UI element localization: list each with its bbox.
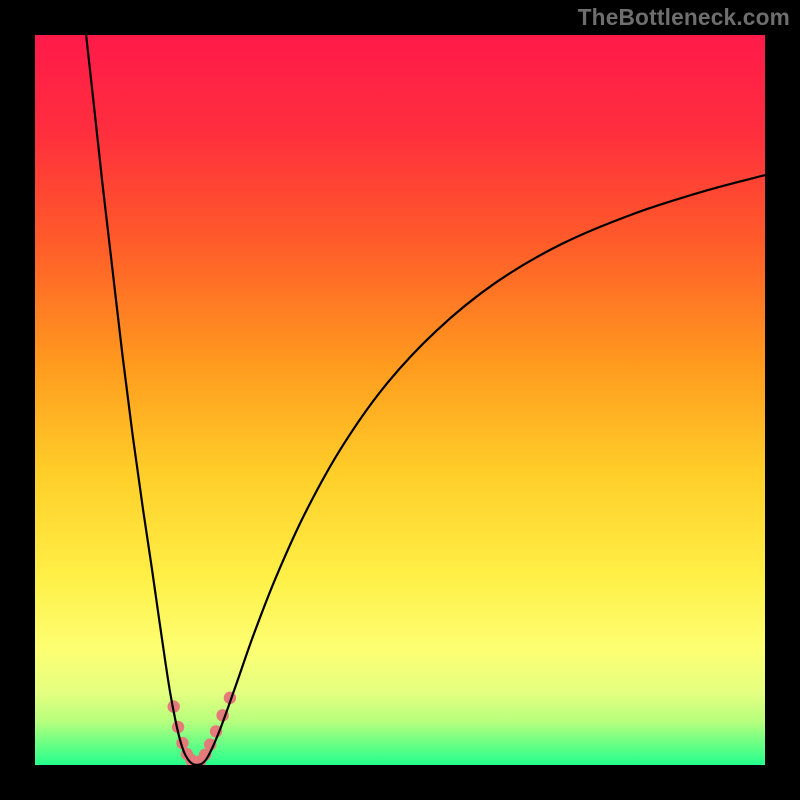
bottleneck-chart	[0, 0, 800, 800]
plot-background-gradient	[35, 35, 765, 765]
stage: TheBottleneck.com	[0, 0, 800, 800]
watermark-text: TheBottleneck.com	[578, 4, 790, 31]
